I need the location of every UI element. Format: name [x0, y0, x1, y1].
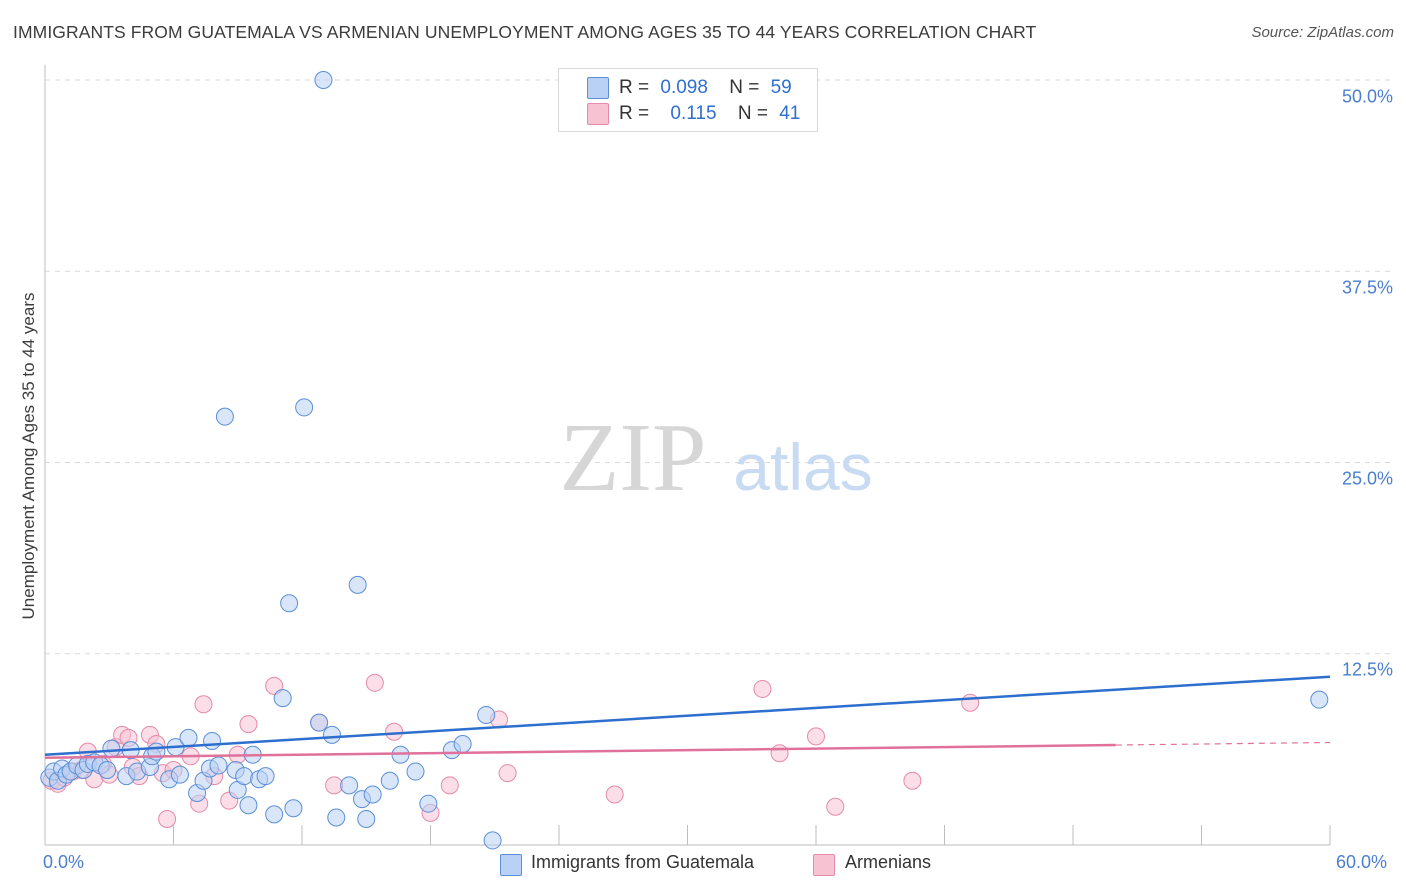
trend-line-armenians-extension — [1115, 741, 1331, 746]
bottom-legend-swatch-armenians — [813, 854, 835, 876]
watermark: ZIP atlas — [560, 404, 873, 512]
legend-n-label: N = — [737, 103, 768, 124]
data-point-armenians — [265, 676, 284, 695]
legend-r-value: 0.098 — [660, 77, 708, 98]
data-point-guatemala — [477, 705, 496, 724]
data-point-guatemala — [348, 575, 367, 594]
trend-line-armenians — [44, 743, 1116, 760]
data-point-guatemala — [170, 765, 189, 784]
y-tick-label: 12.5% — [1341, 659, 1393, 680]
data-point-guatemala — [179, 728, 198, 747]
data-point-guatemala — [419, 794, 438, 813]
data-point-armenians — [961, 693, 980, 712]
source-label: Source: ZipAtlas.com — [1251, 24, 1394, 41]
legend-r-value: 0.115 — [670, 103, 717, 124]
correlation-legend: R = 0.098 N = 59 R = 0.115 N = 41 — [558, 68, 818, 132]
legend-swatch-armenians — [587, 103, 609, 125]
legend-swatch-guatemala — [587, 77, 609, 99]
data-point-guatemala — [453, 735, 472, 754]
data-point-guatemala — [235, 767, 254, 786]
y-axis-label: Unemployment Among Ages 35 to 44 years — [19, 292, 38, 620]
data-point-armenians — [903, 771, 922, 790]
data-point-armenians — [365, 673, 384, 692]
y-tick-label: 37.5% — [1341, 277, 1393, 298]
data-point-guatemala — [1310, 690, 1329, 709]
trend-line-guatemala — [44, 675, 1331, 756]
chart-title: IMMIGRANTS FROM GUATEMALA VS ARMENIAN UN… — [13, 22, 1037, 42]
data-point-guatemala — [340, 776, 359, 795]
data-point-guatemala — [314, 71, 333, 89]
data-point-guatemala — [322, 725, 341, 744]
grid-lines — [45, 79, 1395, 655]
data-point-armenians — [498, 764, 517, 783]
data-point-armenians — [385, 722, 404, 741]
data-point-guatemala — [265, 805, 284, 824]
data-point-guatemala — [102, 739, 121, 758]
data-point-guatemala — [239, 796, 258, 815]
data-point-guatemala — [295, 398, 314, 417]
data-point-armenians — [325, 776, 344, 795]
legend-n-label: N = — [729, 77, 760, 98]
data-point-guatemala — [363, 785, 382, 804]
data-point-guatemala — [98, 761, 117, 780]
bottom-legend-armenians: Armenians — [845, 852, 932, 872]
watermark-atlas: atlas — [733, 430, 872, 504]
bottom-legend-swatch-guatemala — [500, 854, 522, 876]
data-point-guatemala — [284, 799, 303, 818]
x-tick-label: 0.0% — [43, 852, 85, 872]
legend-n-value: 41 — [779, 103, 801, 124]
data-point-guatemala — [280, 594, 299, 613]
data-point-guatemala — [483, 831, 502, 850]
data-point-guatemala — [203, 731, 222, 750]
legend-n-value: 59 — [770, 77, 792, 98]
data-point-armenians — [440, 776, 459, 795]
data-point-guatemala — [357, 809, 376, 828]
trend-lines — [44, 675, 1331, 760]
bottom-legend-guatemala: Immigrants from Guatemala — [531, 852, 755, 872]
data-point-guatemala — [380, 771, 399, 790]
legend-row-armenians: R = 0.115 N = 41 — [619, 103, 800, 127]
data-point-guatemala — [256, 767, 275, 786]
data-point-armenians — [753, 679, 772, 698]
watermark-zip: ZIP — [560, 404, 707, 512]
x-tick-label: 60.0% — [1336, 852, 1388, 872]
data-point-armenians — [826, 797, 845, 816]
legend-r-label: R = — [619, 77, 650, 98]
data-point-guatemala — [215, 407, 234, 426]
y-tick-label: 25.0% — [1341, 468, 1393, 489]
axes — [44, 65, 1331, 846]
data-point-guatemala — [327, 808, 346, 827]
legend-r-label: R = — [619, 103, 650, 124]
data-point-armenians — [807, 727, 825, 746]
data-point-armenians — [770, 744, 789, 763]
data-point-armenians — [605, 785, 624, 804]
data-point-guatemala — [406, 762, 425, 781]
legend-row-guatemala: R = 0.098 N = 59 — [619, 77, 792, 101]
data-point-guatemala — [273, 689, 292, 708]
data-point-guatemala — [310, 713, 329, 732]
data-point-armenians — [239, 715, 258, 734]
data-point-armenians — [158, 809, 177, 828]
y-tick-label: 50.0% — [1341, 86, 1393, 107]
data-point-armenians — [194, 695, 213, 714]
data-point-guatemala — [209, 756, 228, 775]
